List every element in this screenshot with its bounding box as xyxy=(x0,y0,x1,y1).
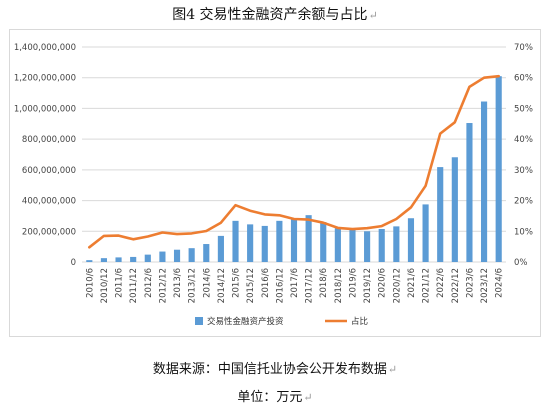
legend-swatch-bar xyxy=(195,317,203,325)
source-note: 数据来源：中国信托业协会公开发布数据↵ xyxy=(152,362,398,377)
y-right-tick-label: 70% xyxy=(514,43,533,53)
bar xyxy=(407,218,415,262)
x-tick-label: 2023/6 xyxy=(465,268,475,298)
paragraph-mark: ↵ xyxy=(387,363,398,376)
bar xyxy=(320,222,327,262)
bar xyxy=(466,123,473,263)
bar xyxy=(159,251,166,262)
bar xyxy=(232,220,239,262)
bar xyxy=(217,235,224,262)
x-tick-label: 2018/12 xyxy=(334,268,344,303)
bar xyxy=(378,228,385,262)
bar xyxy=(349,228,356,262)
y-right-tick-label: 0% xyxy=(514,258,528,268)
y-right-tick-label: 20% xyxy=(514,197,533,207)
bar xyxy=(393,226,400,262)
bar xyxy=(247,224,254,262)
y-left-tick-label: 800,000,000 xyxy=(22,135,76,145)
x-tick-label: 2011/12 xyxy=(129,268,139,303)
y-right-tick-label: 40% xyxy=(514,135,533,145)
bar xyxy=(203,244,210,262)
y-left-tick-label: 1,200,000,000 xyxy=(14,74,76,84)
bar xyxy=(188,248,195,262)
y-right-tick-label: 60% xyxy=(514,74,533,84)
chart-area: 0 200,000,000 400,000,000 600,000,000 800,00… xyxy=(9,29,541,337)
x-tick-label: 2020/6 xyxy=(378,268,388,298)
x-tick-label: 2015/12 xyxy=(246,268,256,303)
bar xyxy=(437,167,444,262)
y-right-tick-label: 50% xyxy=(514,104,533,114)
bar xyxy=(261,225,268,262)
x-tick-label: 2021/6 xyxy=(407,268,417,298)
bar xyxy=(115,257,122,262)
bar xyxy=(480,101,488,263)
y-left-tick-label: 1,400,000,000 xyxy=(14,43,76,53)
y-right-tick-label: 10% xyxy=(514,227,533,237)
chart-canvas: 0 200,000,000 400,000,000 600,000,000 800,00… xyxy=(14,43,533,327)
y-left-tick-label: 200,000,000 xyxy=(22,227,76,237)
bar xyxy=(451,157,458,262)
x-tick-label: 2017/12 xyxy=(305,268,315,303)
x-tick-label: 2019/6 xyxy=(348,268,358,298)
legend-label-bar: 交易性金融资产投资 xyxy=(207,316,284,327)
x-tick-label: 2011/6 xyxy=(115,268,125,298)
line-series-ratio xyxy=(88,74,501,249)
bar xyxy=(100,258,108,262)
x-tick-label: 2018/6 xyxy=(319,268,329,298)
x-tick-label: 2020/12 xyxy=(392,268,402,303)
y-left-tick-label: 1,000,000,000 xyxy=(14,104,76,114)
bar xyxy=(495,76,502,262)
bar xyxy=(173,249,181,262)
x-tick-label: 2016/12 xyxy=(275,268,285,303)
x-tick-label: 2010/6 xyxy=(85,268,95,298)
x-tick-label: 2013/6 xyxy=(173,268,183,298)
bar xyxy=(130,256,137,262)
x-tick-label: 2014/12 xyxy=(217,268,227,303)
bar xyxy=(305,215,312,262)
y-left-tick-label: 0 xyxy=(71,258,76,268)
x-tick-label: 2012/12 xyxy=(158,268,168,303)
y-left-tick-label: 600,000,000 xyxy=(22,166,76,176)
x-tick-label: 2015/6 xyxy=(232,268,242,298)
x-tick-label: 2022/12 xyxy=(451,268,461,303)
x-tick-label: 2013/12 xyxy=(188,268,198,303)
y-right-tick-label: 30% xyxy=(514,166,533,176)
x-tick-label: 2010/12 xyxy=(100,268,110,303)
bar xyxy=(290,218,298,262)
bar xyxy=(364,231,371,262)
x-tick-label: 2014/6 xyxy=(202,268,212,298)
x-tick-label: 2012/6 xyxy=(144,268,154,298)
x-tick-label: 2017/6 xyxy=(290,268,300,298)
x-tick-label: 2024/6 xyxy=(495,268,505,298)
paragraph-mark: ↵ xyxy=(368,9,378,22)
unit-note: 单位：万元↵ xyxy=(237,390,313,405)
figure-title: 图4 交易性金融资产余额与占比↵ xyxy=(172,7,378,23)
x-tick-label: 2019/12 xyxy=(363,268,373,303)
bar xyxy=(276,220,283,262)
bar xyxy=(144,254,151,262)
y-left-tick-label: 400,000,000 xyxy=(22,197,76,207)
x-tick-label: 2021/12 xyxy=(422,268,432,303)
x-tick-label: 2022/6 xyxy=(436,268,446,298)
x-tick-label: 2023/12 xyxy=(480,268,490,303)
bar xyxy=(422,204,429,262)
bar xyxy=(86,260,93,262)
legend-label-line: 占比 xyxy=(351,316,368,327)
paragraph-mark: ↵ xyxy=(303,391,313,404)
bar xyxy=(334,228,341,262)
x-tick-label: 2016/6 xyxy=(261,268,271,298)
